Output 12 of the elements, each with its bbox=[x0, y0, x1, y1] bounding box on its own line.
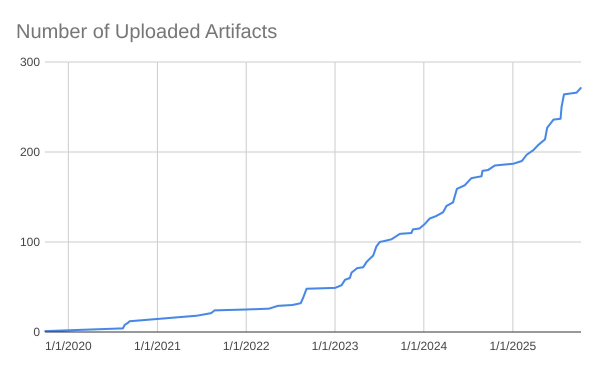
chart-title: Number of Uploaded Artifacts bbox=[16, 21, 278, 43]
x-tick-label: 1/1/2021 bbox=[134, 339, 182, 353]
x-tick-label: 1/1/2023 bbox=[312, 339, 359, 353]
y-tick-label: 100 bbox=[20, 235, 40, 250]
x-tick-label: 1/1/2020 bbox=[45, 339, 92, 353]
x-tick-label: 1/1/2025 bbox=[490, 339, 537, 353]
line-series bbox=[44, 87, 582, 332]
y-tick-label: 300 bbox=[20, 55, 40, 70]
x-tick-label: 1/1/2022 bbox=[222, 339, 270, 353]
x-tick-label: 1/1/2024 bbox=[400, 339, 448, 353]
y-tick-label: 200 bbox=[20, 145, 40, 160]
y-tick-label: 0 bbox=[33, 325, 40, 340]
